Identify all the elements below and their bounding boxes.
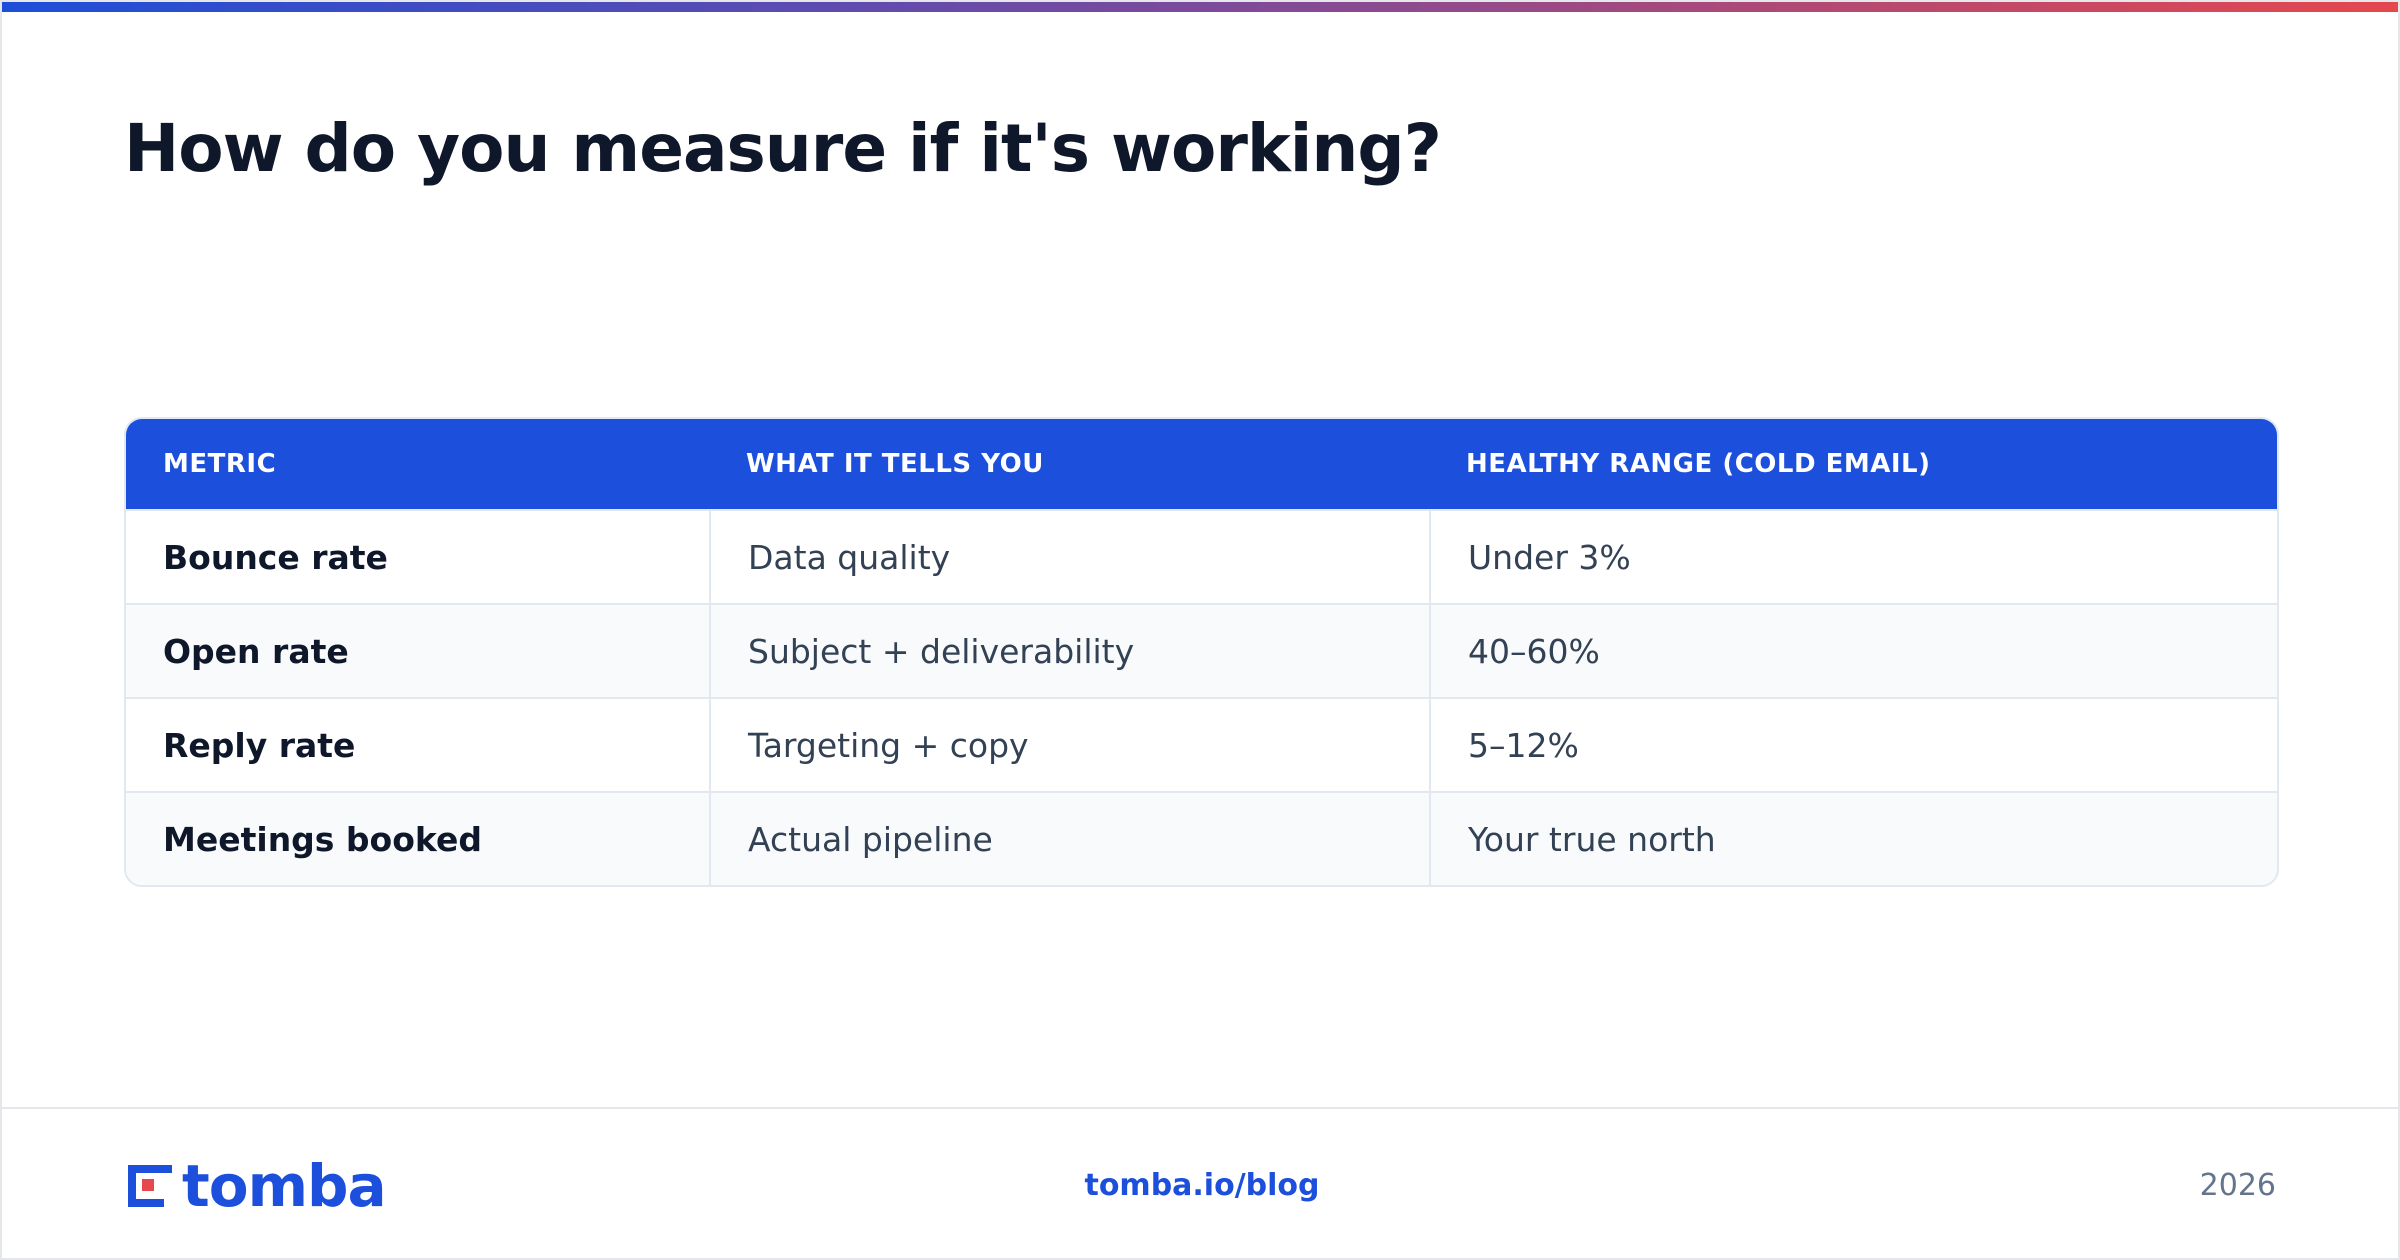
table-cell: 40–60% bbox=[1429, 605, 2277, 697]
accent-bar bbox=[2, 2, 2398, 12]
column-header: HEALTHY RANGE (COLD EMAIL) bbox=[1466, 449, 1931, 479]
title: How do you measure if it's working? bbox=[124, 110, 1442, 187]
table-cell: Targeting + copy bbox=[709, 699, 1429, 791]
column-header: METRIC bbox=[163, 449, 277, 479]
year: 2026 bbox=[2199, 1168, 2276, 1203]
table-cell: Under 3% bbox=[1429, 511, 2277, 603]
table-cell: Your true north bbox=[1429, 793, 2277, 885]
table-cell: 5–12% bbox=[1429, 699, 2277, 791]
table-cell: Data quality bbox=[709, 511, 1429, 603]
table-header: METRIC WHAT IT TELLS YOU HEALTHY RANGE (CO… bbox=[126, 419, 2277, 509]
logo: tomba bbox=[124, 1152, 387, 1220]
logo-text: tomba bbox=[182, 1152, 387, 1220]
table-cell: Reply rate bbox=[163, 725, 356, 765]
logo-icon bbox=[128, 1165, 172, 1207]
table-cell: Open rate bbox=[163, 631, 349, 671]
table-cell: Meetings booked bbox=[163, 819, 482, 859]
table-row: Bounce rate Data quality Under 3% bbox=[126, 509, 2277, 603]
table-cell: Actual pipeline bbox=[709, 793, 1429, 885]
column-header: WHAT IT TELLS YOU bbox=[746, 449, 1044, 479]
metrics-table: METRIC WHAT IT TELLS YOU HEALTHY RANGE (CO… bbox=[124, 417, 2279, 887]
divider bbox=[2, 1107, 2398, 1109]
table-row: Reply rate Targeting + copy 5–12% bbox=[126, 697, 2277, 791]
table-cell: Subject + deliverability bbox=[709, 605, 1429, 697]
table-cell: Bounce rate bbox=[163, 537, 388, 577]
blog-link[interactable]: tomba.io/blog bbox=[1084, 1168, 1320, 1203]
table-row: Meetings booked Actual pipeline Your true … bbox=[126, 791, 2277, 885]
table-row: Open rate Subject + deliverability 40–60% bbox=[126, 603, 2277, 697]
